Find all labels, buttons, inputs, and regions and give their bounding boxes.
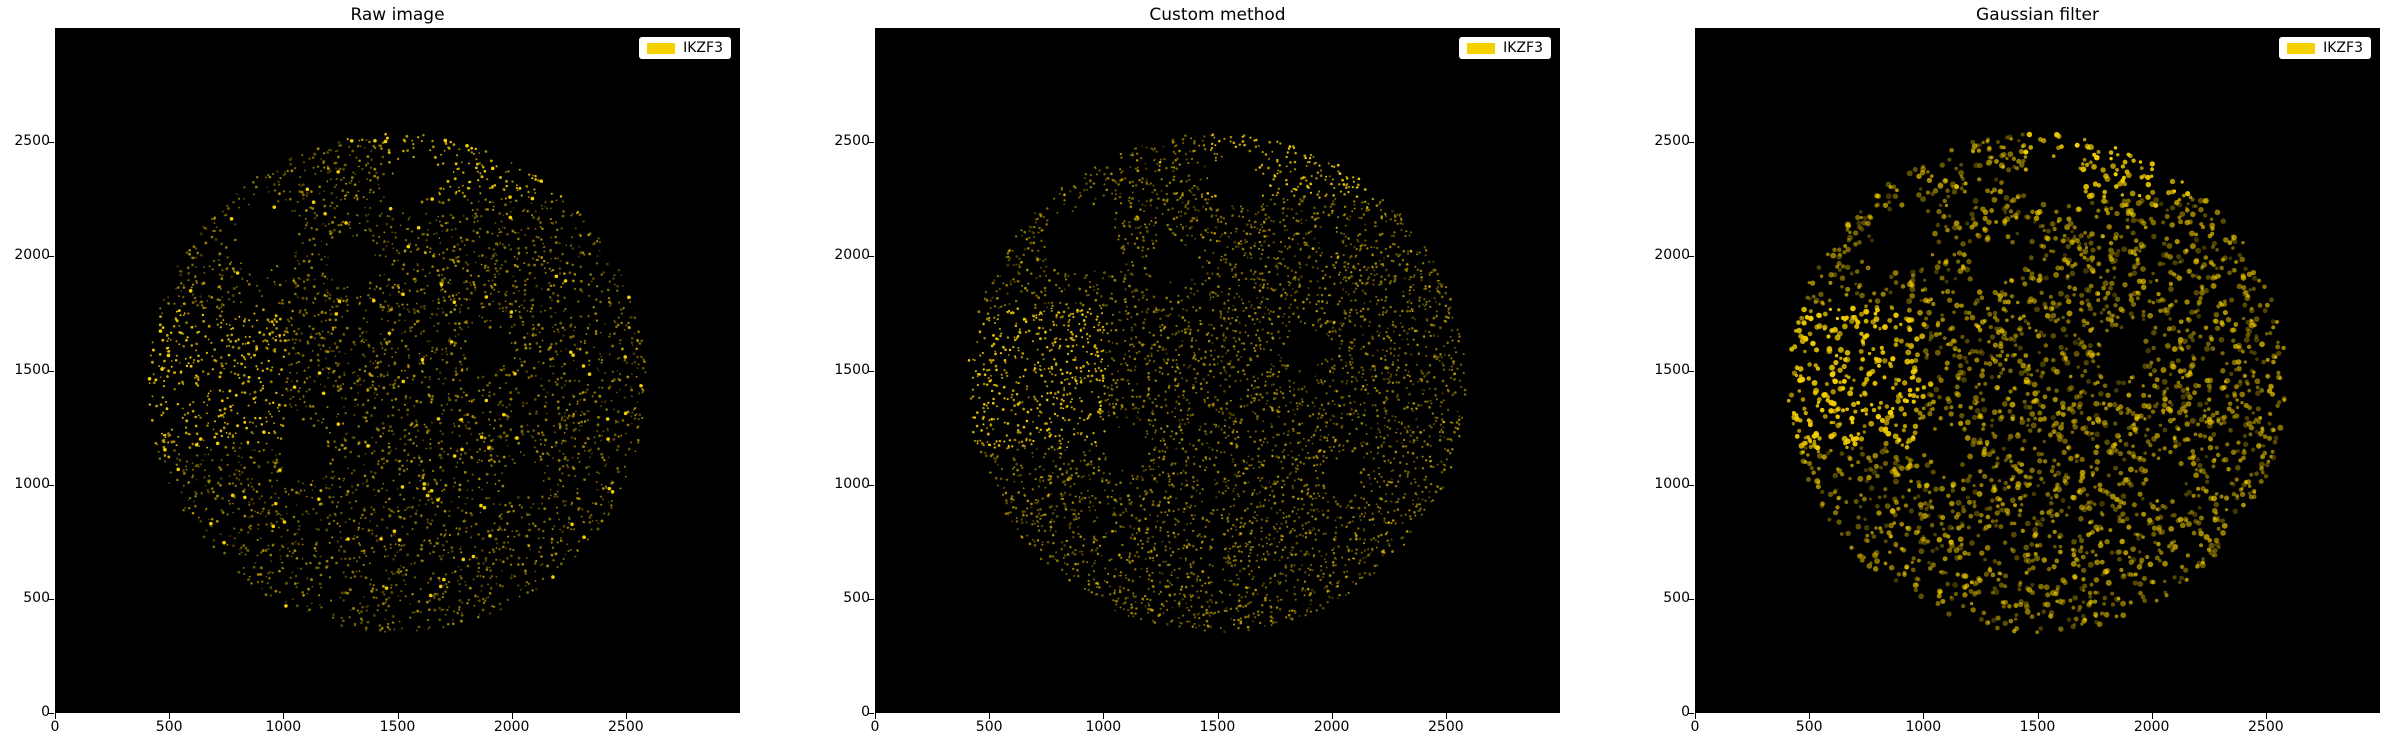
y-tick-mark: [48, 713, 54, 714]
x-tick-label: 1500: [379, 719, 416, 735]
x-tick-mark: [2265, 713, 2267, 719]
y-tick-mark: [868, 256, 874, 258]
y-tick-label: 0: [861, 704, 870, 720]
x-tick-label: 0: [1690, 719, 1700, 735]
x-tick-label: 2000: [1313, 719, 1350, 735]
y-tick-label: 2500: [14, 133, 50, 150]
y-tick-label: 1500: [14, 361, 50, 378]
x-tick-mark: [1331, 713, 1333, 719]
legend-label: IKZF3: [683, 40, 723, 56]
legend-swatch: [2287, 42, 2316, 54]
x-tick-label: 1000: [1905, 719, 1942, 735]
x-tick-mark: [2037, 713, 2039, 719]
y-tick-mark: [48, 370, 54, 372]
legend-swatch: [1467, 42, 1496, 54]
y-tick-label: 0: [41, 704, 50, 720]
y-tick-mark: [1688, 598, 1694, 600]
legend: IKZF3: [1459, 37, 1551, 59]
x-tick-label: 500: [975, 719, 1003, 735]
x-tick-label: 500: [1795, 719, 1823, 735]
panel-title: Raw image: [350, 5, 445, 25]
x-tick-mark: [397, 713, 399, 719]
y-tick-label: 2500: [1654, 133, 1690, 150]
y-tick-label: 1500: [834, 361, 870, 378]
legend-swatch: [647, 42, 676, 54]
panel-custom-method: Custom method IKZF3 0 500 1000 1500 2000 2500…: [820, 0, 1560, 747]
y-tick-label: 2500: [834, 133, 870, 150]
x-tick-mark: [55, 713, 56, 719]
x-tick-label: 2500: [608, 719, 644, 735]
x-tick-mark: [625, 713, 627, 719]
x-tick-label: 0: [870, 719, 880, 735]
y-tick-mark: [1688, 484, 1694, 486]
y-tick-label: 2000: [1654, 247, 1690, 264]
y-tick-label: 2000: [14, 247, 50, 264]
y-tick-mark: [1688, 256, 1694, 258]
y-tick-mark: [48, 256, 54, 258]
x-tick-label: 2500: [1428, 719, 1464, 735]
y-tick-mark: [1688, 713, 1694, 714]
x-tick-mark: [1445, 713, 1447, 719]
x-tick-mark: [1695, 713, 1696, 719]
y-tick-label: 500: [843, 589, 870, 606]
x-tick-label: 2500: [2248, 719, 2284, 735]
x-tick-mark: [1217, 713, 1219, 719]
x-tick-label: 2000: [493, 719, 530, 735]
x-tick-mark: [169, 713, 171, 719]
panel-title: Custom method: [1149, 5, 1286, 25]
x-tick-label: 1500: [2019, 719, 2056, 735]
y-tick-label: 500: [23, 589, 50, 606]
x-tick-mark: [1809, 713, 1811, 719]
y-tick-mark: [868, 713, 874, 714]
y-tick-mark: [1688, 370, 1694, 372]
tissue-image: [147, 132, 647, 633]
legend: IKZF3: [2279, 37, 2371, 59]
y-tick-mark: [868, 598, 874, 600]
y-tick-mark: [48, 142, 54, 144]
x-tick-mark: [1103, 713, 1105, 719]
panel-raw-image: Raw image IKZF3 0 500 1000 1500 2000 2500 0 500…: [0, 0, 740, 747]
x-tick-label: 2000: [2133, 719, 2170, 735]
y-tick-label: 1500: [1654, 361, 1690, 378]
legend: IKZF3: [639, 37, 731, 59]
x-tick-mark: [1923, 713, 1925, 719]
legend-label: IKZF3: [2323, 40, 2363, 56]
y-tick-label: 500: [1663, 589, 1690, 606]
x-tick-mark: [2151, 713, 2153, 719]
x-tick-label: 1000: [265, 719, 302, 735]
y-tick-label: 2000: [834, 247, 870, 264]
x-tick-mark: [989, 713, 991, 719]
y-tick-label: 1000: [14, 475, 50, 492]
image-axes: IKZF3: [55, 28, 740, 713]
y-tick-label: 1000: [834, 475, 870, 492]
y-tick-mark: [1688, 142, 1694, 144]
y-tick-mark: [48, 484, 54, 486]
y-tick-mark: [868, 142, 874, 144]
y-tick-mark: [48, 598, 54, 600]
y-tick-mark: [868, 370, 874, 372]
x-tick-label: 1500: [1199, 719, 1236, 735]
image-axes: IKZF3: [875, 28, 1560, 713]
y-tick-label: 0: [1681, 704, 1690, 720]
x-tick-label: 500: [155, 719, 183, 735]
y-tick-label: 1000: [1654, 475, 1690, 492]
image-axes: IKZF3: [1695, 28, 2380, 713]
x-tick-mark: [875, 713, 876, 719]
x-tick-mark: [511, 713, 513, 719]
legend-label: IKZF3: [1503, 40, 1543, 56]
y-tick-mark: [868, 484, 874, 486]
tissue-image: [1786, 131, 2287, 635]
x-tick-label: 1000: [1085, 719, 1122, 735]
x-tick-mark: [283, 713, 285, 719]
tissue-image: [967, 133, 1467, 634]
x-tick-label: 0: [50, 719, 60, 735]
panel-title: Gaussian filter: [1976, 5, 2099, 25]
panel-gaussian-filter: Gaussian filter IKZF3 0 500 1000 1500 2000 25…: [1640, 0, 2380, 747]
